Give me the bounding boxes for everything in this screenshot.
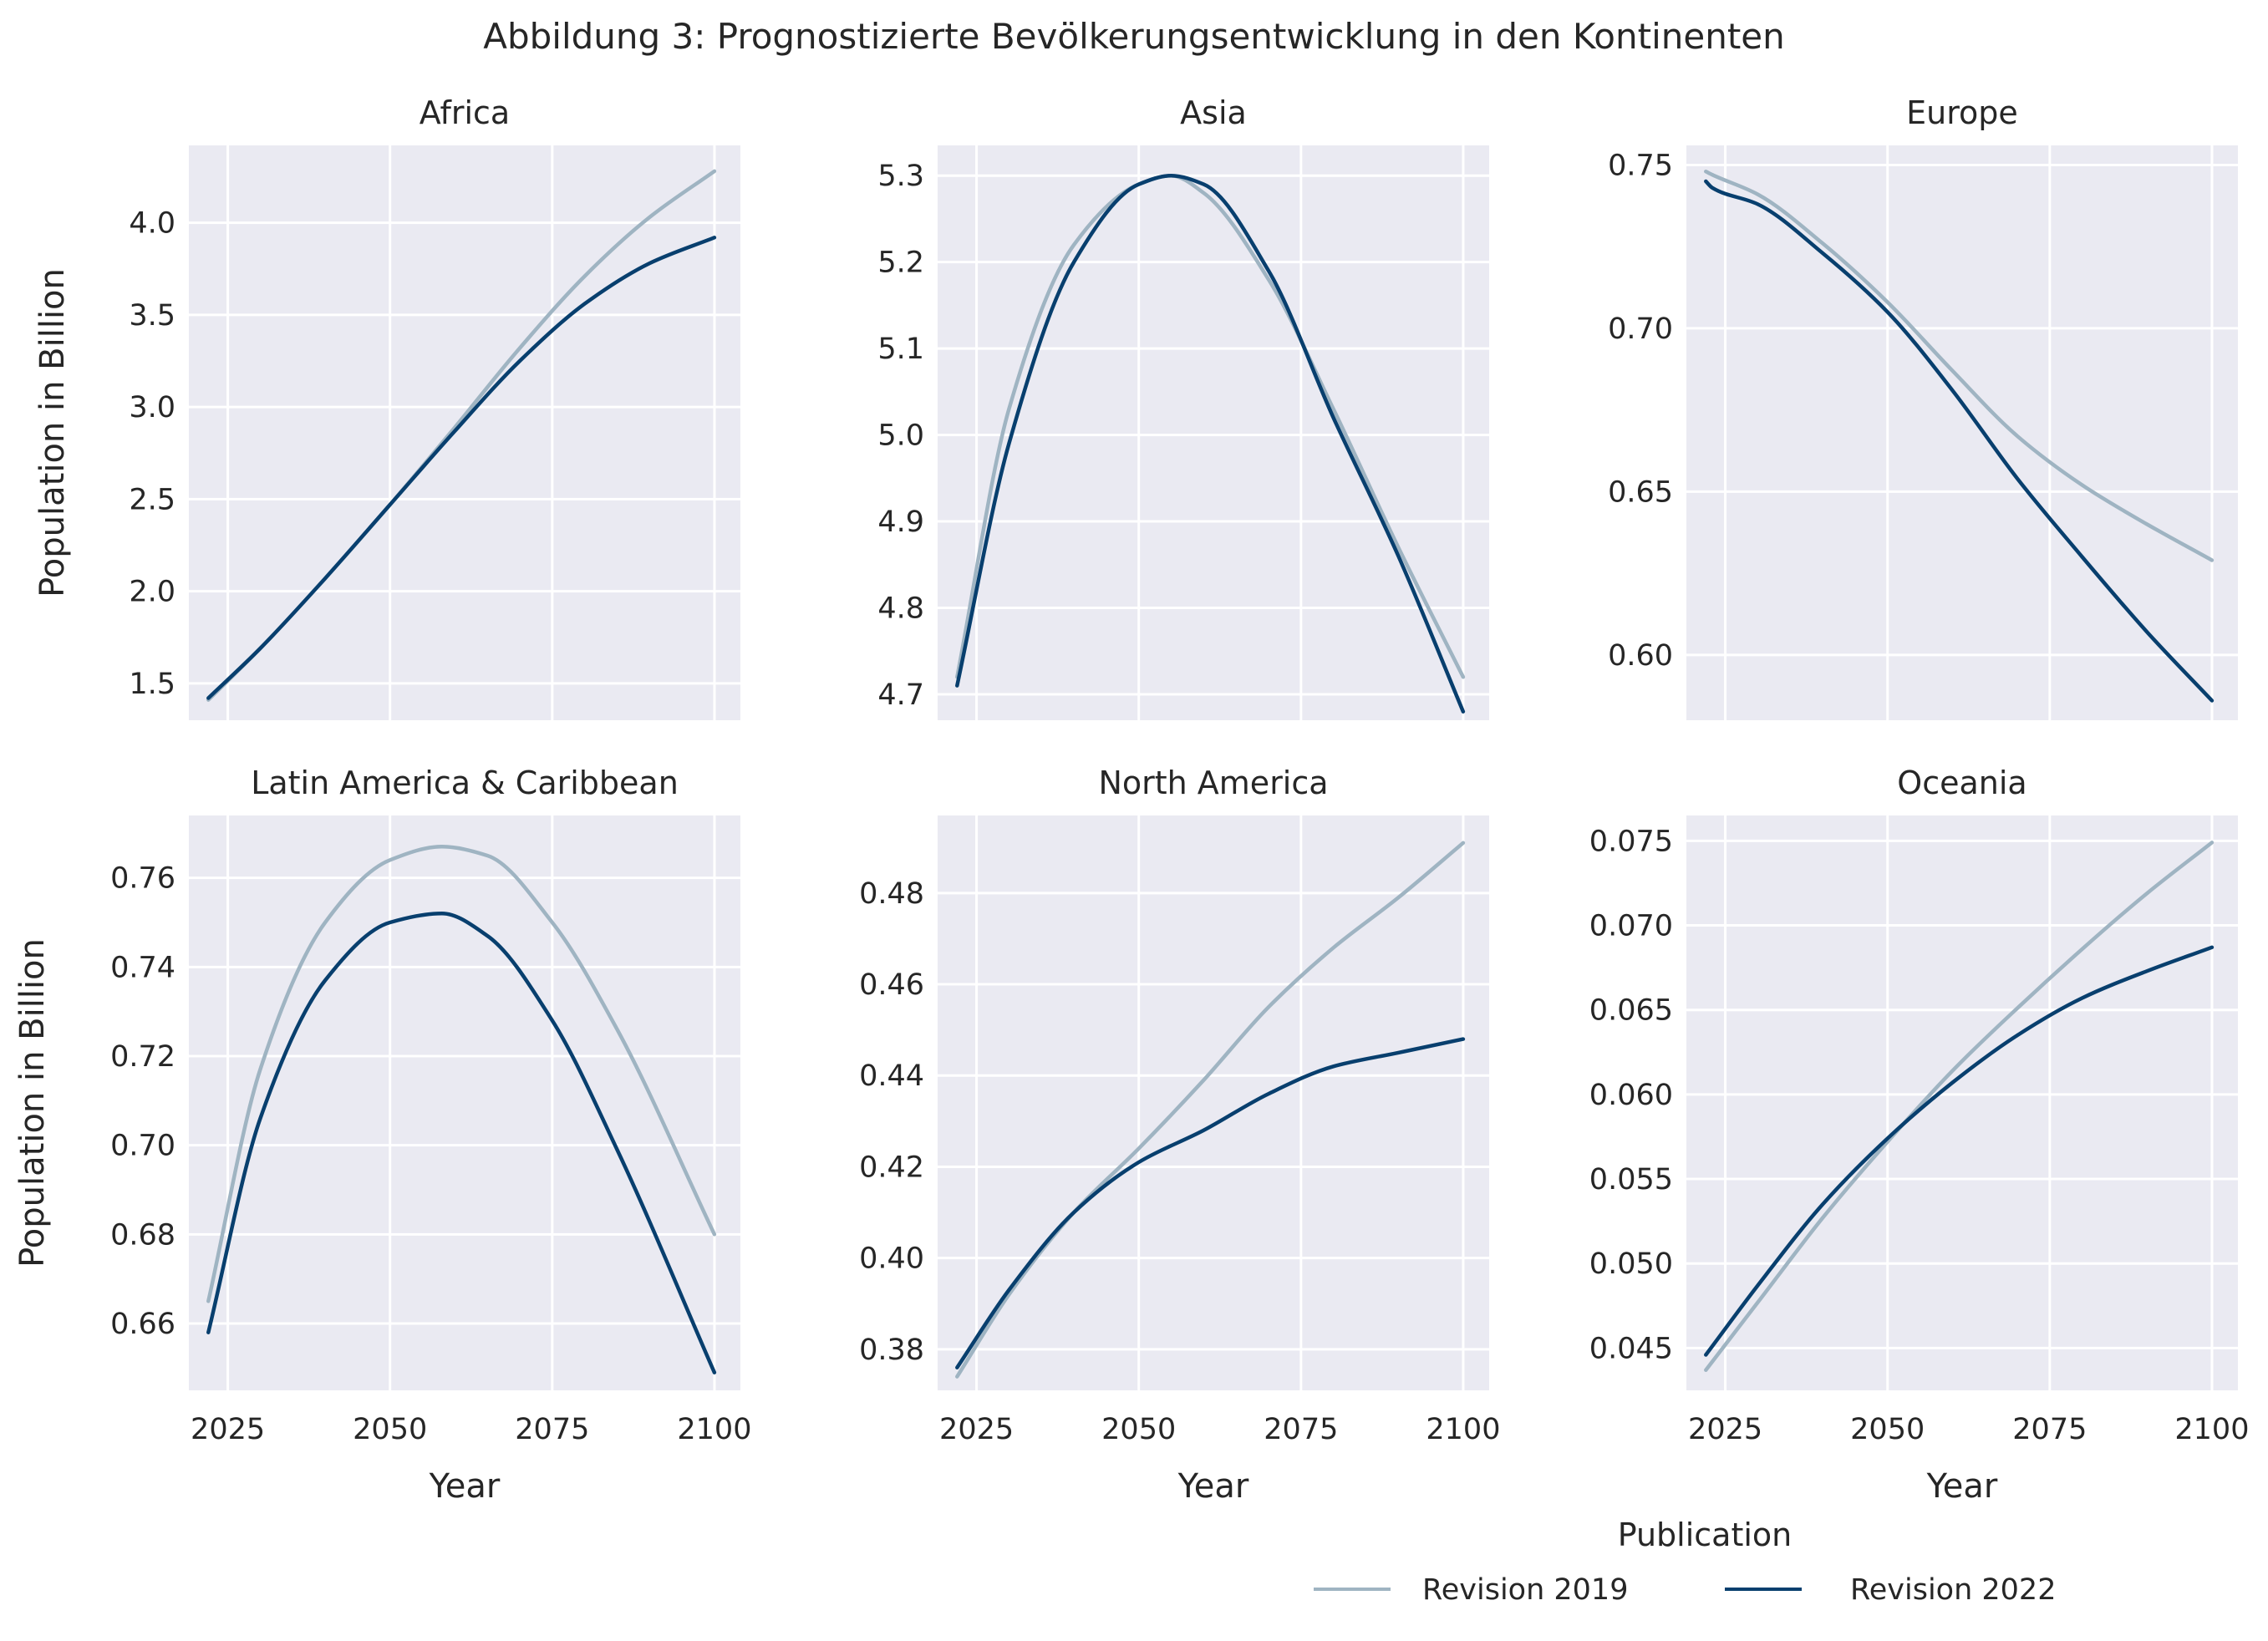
y-axis-label: Population in Billion (13, 938, 52, 1268)
y-tick-label: 0.75 (1608, 149, 1673, 182)
y-tick-label: 0.38 (859, 1334, 924, 1367)
series-line-revision-2022 (955, 1037, 1466, 1369)
x-tick-label: 2025 (939, 1413, 1014, 1446)
y-tick-label: 5.3 (877, 160, 924, 193)
series-line-revision-2019 (955, 841, 1466, 1379)
plot-area-oceania (1686, 815, 2238, 1390)
y-tick-label: 5.1 (877, 333, 924, 366)
x-tick-label: 2100 (2174, 1413, 2249, 1446)
panel-asia: 4.7 4.8 4.9 5.0 5.1 5.2 5.3 Asia (877, 94, 1489, 720)
series-line-revision-2022 (1704, 179, 2215, 703)
y-tick-label: 5.2 (877, 246, 924, 280)
series-line-revision-2022 (206, 912, 717, 1374)
panel-title: Asia (1180, 94, 1247, 131)
x-tick-label: 2075 (515, 1413, 589, 1446)
panel-title: Oceania (1897, 765, 2026, 801)
y-tick-label: 0.60 (1608, 639, 1673, 673)
series-line-revision-2019 (1704, 170, 2215, 562)
panel-title: Latin America & Caribbean (251, 765, 679, 801)
legend-label-revision-2022: Revision 2022 (1850, 1573, 2056, 1607)
x-tick-label: 2050 (1850, 1413, 1925, 1446)
y-tick-label: 0.44 (859, 1059, 924, 1093)
y-tick-label: 4.8 (877, 592, 924, 626)
y-tick-label: 0.68 (110, 1218, 175, 1252)
series-line-revision-2022 (955, 173, 1466, 714)
y-tick-label: 0.075 (1589, 825, 1673, 858)
y-tick-label: 4.9 (877, 506, 924, 539)
panel-north-america: 0.38 0.40 0.42 0.44 0.46 0.48 2025 2050 2075 2100… (859, 765, 1500, 1506)
plot-area-latin-america-caribbean (189, 815, 740, 1390)
y-tick-label: 0.76 (110, 862, 175, 896)
series-line-revision-2019 (206, 845, 717, 1303)
y-tick-label: 0.74 (110, 951, 175, 984)
y-tick-label: 0.050 (1589, 1247, 1673, 1281)
y-tick-label: 0.70 (1608, 312, 1673, 346)
panel-europe: 0.60 0.65 0.70 0.75 Europe (1608, 94, 2238, 720)
x-tick-label: 2025 (1688, 1413, 1762, 1446)
y-tick-label: 2.0 (129, 576, 175, 609)
y-tick-label: 0.48 (859, 877, 924, 911)
panel-title: Europe (1906, 94, 2018, 131)
y-tick-label: 0.045 (1589, 1332, 1673, 1365)
y-tick-label: 1.5 (129, 668, 175, 701)
series-line-revision-2022 (206, 236, 717, 700)
x-tick-label: 2025 (191, 1413, 265, 1446)
y-tick-label: 2.5 (129, 483, 175, 516)
legend: Publication Revision 2019 Revision 2022 (1314, 1517, 2056, 1607)
y-tick-label: 0.060 (1589, 1079, 1673, 1112)
panel-africa: 1.5 2.0 2.5 3.0 3.5 4.0 Africa Population in Bi… (33, 94, 740, 720)
y-tick-label: 0.46 (859, 968, 924, 1002)
y-tick-label: 4.0 (129, 207, 175, 241)
figure-title: Abbildung 3: Prognostizierte Bevölkerung… (483, 16, 1785, 57)
x-axis-label: Year (1177, 1467, 1249, 1506)
x-tick-label: 2100 (1426, 1413, 1500, 1446)
series-line-revision-2019 (955, 173, 1466, 679)
panel-title: North America (1098, 765, 1328, 801)
x-tick-label: 2050 (1101, 1413, 1176, 1446)
y-tick-label: 0.055 (1589, 1163, 1673, 1196)
y-tick-label: 4.7 (877, 678, 924, 712)
y-axis-label: Population in Billion (33, 268, 72, 597)
x-tick-label: 2075 (2012, 1413, 2087, 1446)
y-tick-label: 0.42 (859, 1151, 924, 1184)
y-tick-label: 0.70 (110, 1130, 175, 1163)
y-tick-label: 0.72 (110, 1040, 175, 1074)
plot-area-north-america (938, 815, 1489, 1390)
series-line-revision-2019 (1704, 841, 2215, 1372)
y-tick-label: 0.40 (859, 1242, 924, 1276)
legend-label-revision-2019: Revision 2019 (1422, 1573, 1628, 1607)
panel-oceania: 0.045 0.050 0.055 0.060 0.065 0.070 0.075 2025 2… (1589, 765, 2250, 1506)
x-axis-label: Year (429, 1467, 501, 1506)
panel-latin-america-caribbean: 0.66 0.68 0.70 0.72 0.74 0.76 2025 2050 2075 2100… (13, 765, 751, 1506)
x-tick-label: 2050 (353, 1413, 427, 1446)
y-tick-label: 0.070 (1589, 910, 1673, 943)
y-tick-label: 3.0 (129, 391, 175, 424)
y-tick-label: 0.065 (1589, 994, 1673, 1028)
y-tick-label: 3.5 (129, 299, 175, 333)
x-axis-label: Year (1926, 1467, 1998, 1506)
x-tick-label: 2075 (1264, 1413, 1338, 1446)
panel-title: Africa (420, 94, 510, 131)
y-tick-label: 0.65 (1608, 475, 1673, 509)
plot-area-europe (1686, 145, 2238, 720)
y-tick-label: 0.66 (110, 1308, 175, 1341)
plot-area-asia (938, 145, 1489, 720)
series-line-revision-2022 (1704, 945, 2215, 1357)
legend-title: Publication (1618, 1517, 1793, 1553)
x-tick-label: 2100 (677, 1413, 751, 1446)
facet-grid: 1.5 2.0 2.5 3.0 3.5 4.0 Africa Population in Bi… (13, 94, 2249, 1506)
y-tick-label: 5.0 (877, 419, 924, 453)
